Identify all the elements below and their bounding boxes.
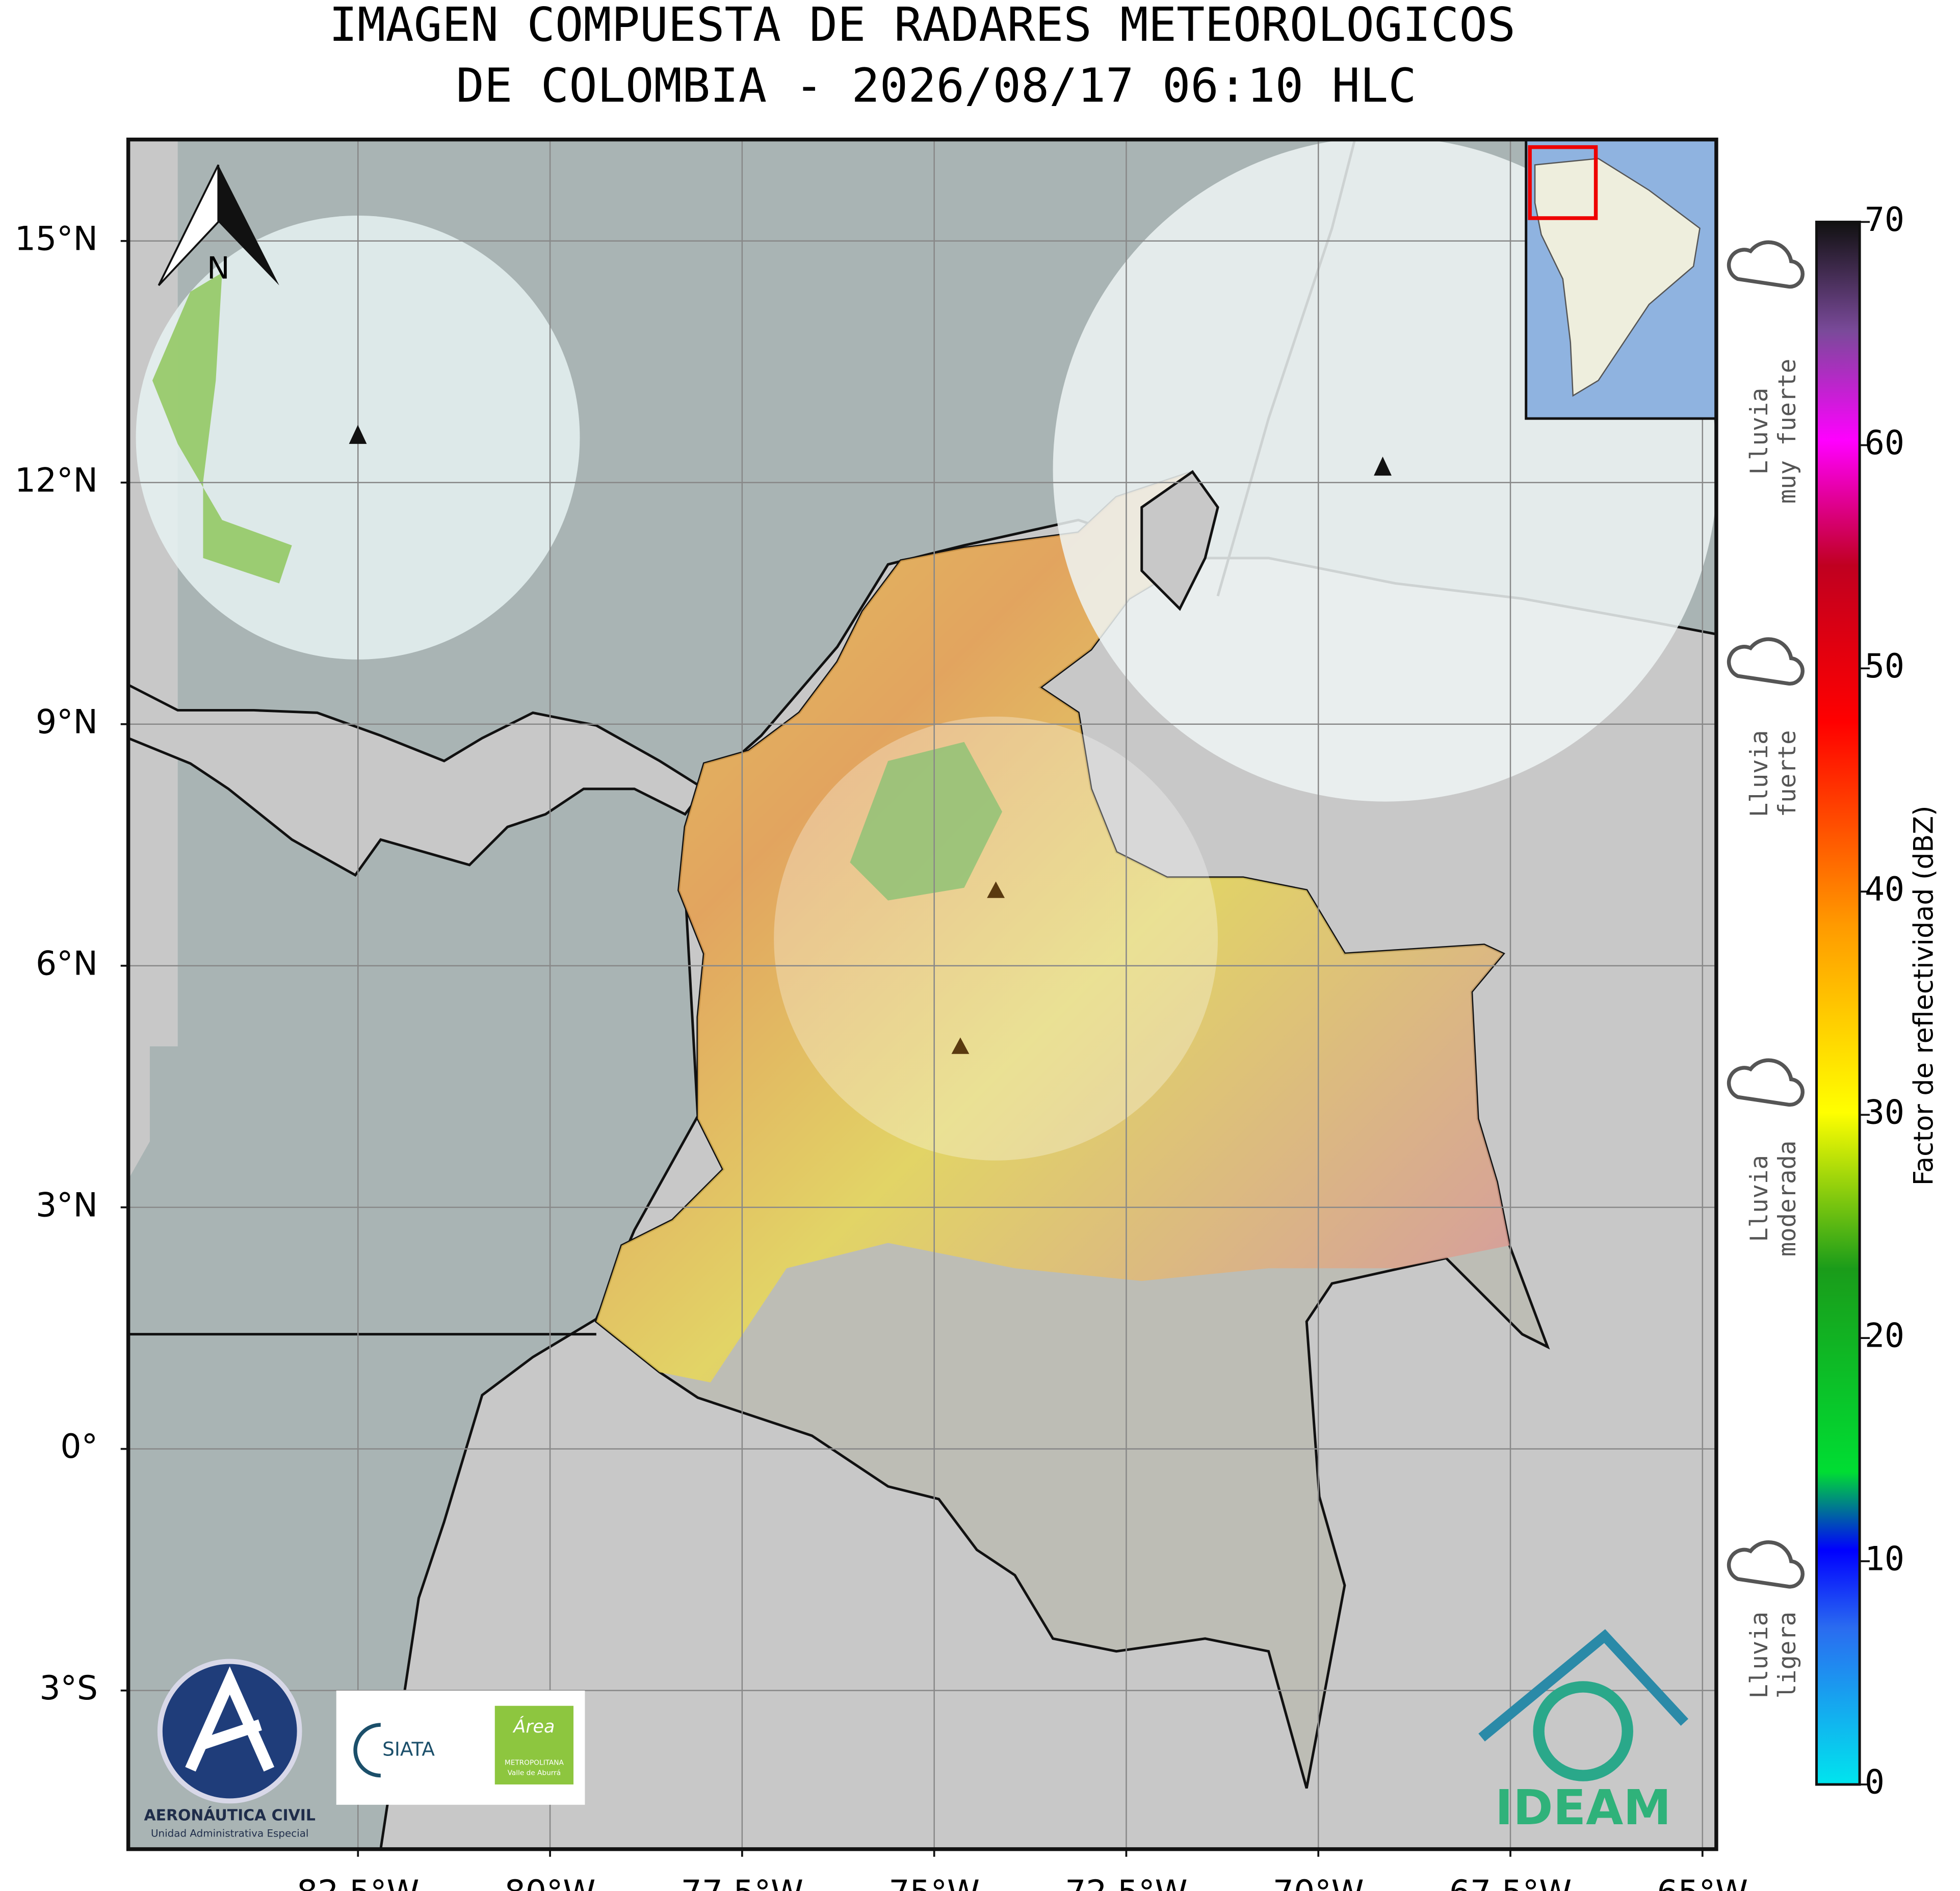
rain-echo (850, 742, 1003, 901)
radar-coverage-rain (596, 471, 1510, 1383)
rain-legend-label: ligera (1773, 1612, 1801, 1699)
logo-text: IDEAM (1495, 1780, 1671, 1836)
lon-tick-label: 82.5°W (297, 1874, 419, 1891)
land (128, 139, 178, 1180)
colorbar-tick-label: 60 (1865, 424, 1904, 462)
colorbar-tick-label: 40 (1865, 871, 1904, 909)
rain-icon (1727, 1540, 1805, 1589)
lat-tick-label: 15°N (15, 220, 98, 258)
rain-icon (1727, 637, 1805, 686)
logo-subtext: Unidad Administrativa Especial (151, 1828, 308, 1840)
inset-extent (1528, 145, 1598, 220)
rain-legend-label: fuerte (1773, 730, 1801, 817)
title-line: IMAGEN COMPUESTA DE RADARES METEOROLOGIC… (329, 0, 1516, 52)
guajira (1140, 470, 1219, 611)
radar-range (774, 716, 1218, 1161)
radar-site (951, 1037, 970, 1054)
logo-mark (353, 1723, 381, 1778)
logo-mark (185, 1666, 275, 1772)
map-area (128, 139, 1716, 1849)
lon-tick-label: 67.5°W (1449, 1874, 1572, 1891)
colorbar-tick-label: 70 (1865, 201, 1904, 239)
north-label: N (207, 251, 230, 286)
rain-legend-label: muy fuerte (1773, 359, 1801, 504)
lat-tick-label: 12°N (15, 461, 98, 500)
rain-legend-label: Lluvia (1745, 1155, 1773, 1242)
lon-tick-label: 77.5°W (681, 1874, 803, 1891)
rain-icon (1727, 240, 1805, 289)
rain-legend-label: Lluvia (1745, 730, 1773, 817)
siata-area-logo: SIATA Área METROPOLITANA Valle de Aburrá (336, 1690, 585, 1805)
radar-site (987, 881, 1005, 898)
logo-subtext: METROPOLITANA (505, 1759, 564, 1767)
lon-tick-label: 75°W (888, 1874, 980, 1891)
rain-echo (152, 272, 292, 584)
colorbar-tick-label: 0 (1865, 1764, 1885, 1802)
logo-text: SIATA (382, 1738, 435, 1760)
lat-tick-label: 3°S (39, 1669, 98, 1708)
ideam-logo: IDEAM (1478, 1629, 1689, 1836)
logo-roof (1478, 1629, 1689, 1742)
logo-text: AERONÁUTICA CIVIL (144, 1806, 316, 1825)
lat-tick-label: 6°N (36, 944, 98, 983)
logo-box (494, 1705, 574, 1784)
colorbar-tick-label: 50 (1865, 647, 1904, 686)
colorbar-tick-label: 30 (1865, 1094, 1904, 1132)
lat-tick-label: 3°N (36, 1186, 98, 1224)
lat-tick-label: 0° (60, 1428, 98, 1466)
aerocivil-logo: AERONÁUTICA CIVIL Unidad Administrativa … (144, 1659, 316, 1840)
map-frame (126, 137, 1718, 1851)
lat-tick-label: 9°N (36, 703, 98, 741)
panama-land (128, 683, 706, 877)
title-line: DE COLOMBIA - 2026/08/17 06:10 HLC (456, 59, 1417, 113)
rain-legend-label: Lluvia (1745, 388, 1773, 475)
radar-site (349, 425, 367, 444)
radar-site (1374, 456, 1392, 476)
grid (128, 139, 1716, 1849)
colorbar (1815, 220, 1861, 1786)
rain-icon (1727, 1058, 1805, 1107)
logo-text: Área (512, 1716, 555, 1737)
lon-tick-label: 72.5°W (1065, 1874, 1187, 1891)
lon-tick-label: 70°W (1273, 1874, 1364, 1891)
colorbar-tick-label: 10 (1865, 1540, 1904, 1579)
logo-swirl (1533, 1681, 1633, 1781)
lon-tick-label: 80°W (505, 1874, 596, 1891)
lon-tick-label: 65°W (1657, 1874, 1748, 1891)
logo-subtext: Valle de Aburrá (508, 1769, 561, 1777)
colorbar-tick-label: 20 (1865, 1317, 1904, 1355)
colorbar-label: Factor de reflectividad (dBZ) (1909, 805, 1940, 1186)
rain-legend-label: moderada (1773, 1141, 1801, 1257)
rain-legend-label: Lluvia (1745, 1612, 1773, 1699)
